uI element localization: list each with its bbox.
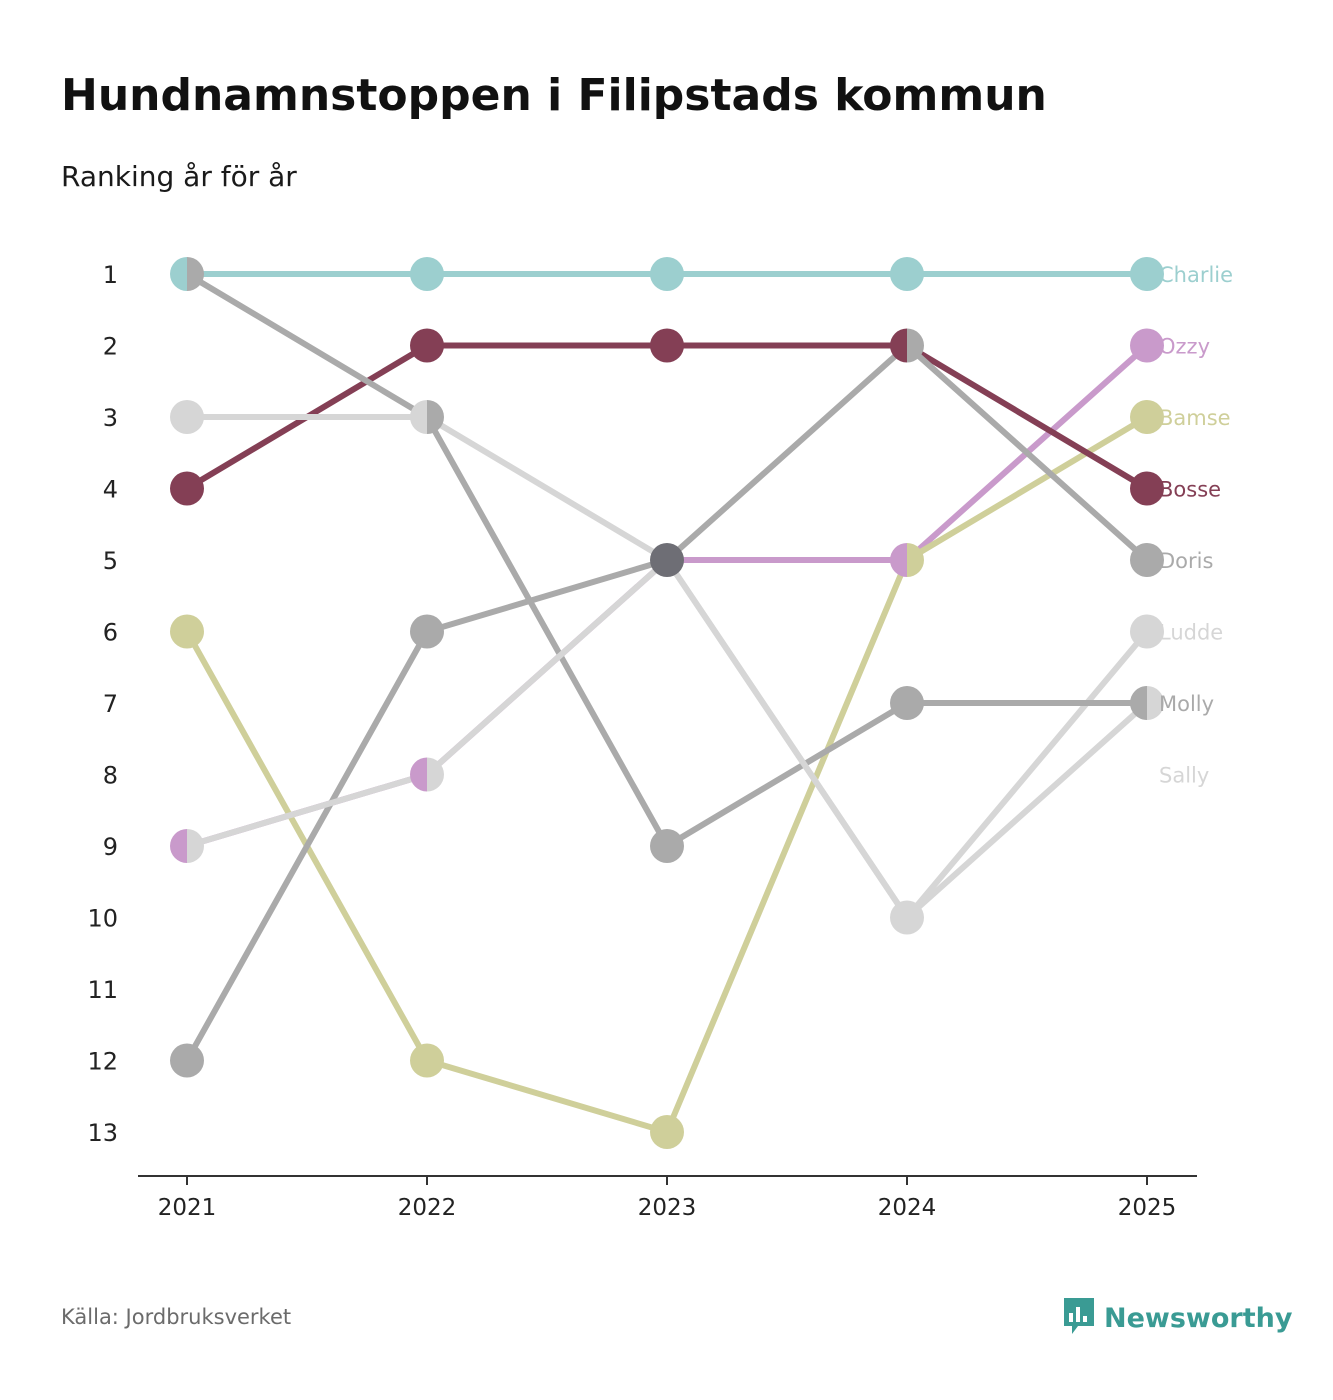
point-bamse bbox=[1130, 400, 1164, 434]
point-half-right bbox=[427, 757, 444, 792]
point-charlie bbox=[410, 257, 444, 291]
point-half-right bbox=[907, 328, 924, 363]
series-line-ozzy bbox=[184, 342, 1150, 849]
y-tick-label: 7 bbox=[103, 690, 118, 718]
x-tick-label: 2023 bbox=[638, 1195, 697, 1221]
point-bosse bbox=[1130, 471, 1164, 506]
series-points bbox=[170, 257, 1164, 1149]
series-label-bamse: Bamse bbox=[1159, 406, 1231, 430]
point-half-right bbox=[427, 400, 444, 434]
point-ozzy-bamse bbox=[890, 543, 924, 577]
x-tick-label: 2024 bbox=[878, 1195, 937, 1221]
y-tick-label: 4 bbox=[103, 476, 118, 504]
y-tick-label: 13 bbox=[87, 1119, 118, 1147]
series-lines bbox=[184, 271, 1150, 1135]
point-ozzy-doris-ludde-sally bbox=[650, 543, 684, 577]
y-tick-label: 5 bbox=[103, 547, 118, 575]
point-doris bbox=[1130, 543, 1164, 577]
x-tick-label: 2022 bbox=[398, 1195, 457, 1221]
point-molly bbox=[890, 686, 924, 720]
series-label-molly: Molly bbox=[1159, 692, 1214, 716]
point-molly bbox=[650, 829, 684, 863]
newsworthy-logo-icon bbox=[1062, 1296, 1096, 1340]
y-tick-label: 10 bbox=[87, 905, 118, 933]
x-tick-label: 2021 bbox=[158, 1195, 217, 1221]
brand-logo[interactable]: Newsworthy bbox=[1062, 1296, 1292, 1340]
point-half-left bbox=[410, 757, 427, 792]
brand-name: Newsworthy bbox=[1104, 1302, 1293, 1334]
y-tick-label: 6 bbox=[103, 619, 118, 647]
y-tick-label: 1 bbox=[103, 261, 118, 289]
point-doris bbox=[410, 614, 444, 649]
point-half-right bbox=[187, 257, 204, 291]
point-bosse bbox=[650, 328, 684, 363]
x-axis: 2021 2022 2023 2024 2025 bbox=[138, 1175, 1197, 1221]
series-label-ozzy: Ozzy bbox=[1159, 335, 1210, 359]
point-ludde bbox=[170, 400, 204, 434]
point-charlie bbox=[1130, 257, 1164, 291]
point-charlie-molly bbox=[170, 257, 204, 291]
chart-subtitle: Ranking år för år bbox=[61, 160, 297, 193]
y-tick-label: 11 bbox=[87, 976, 118, 1004]
point-doris bbox=[170, 1043, 204, 1078]
point-ozzy-sally bbox=[170, 829, 204, 863]
y-tick-label: 8 bbox=[103, 762, 118, 790]
point-ludde-sally bbox=[890, 900, 924, 935]
point-ozzy-sally bbox=[410, 757, 444, 792]
series-label-bosse: Bosse bbox=[1159, 478, 1221, 502]
series-label-ludde: Ludde bbox=[1159, 621, 1223, 645]
point-charlie bbox=[650, 257, 684, 291]
point-ludde bbox=[1130, 614, 1164, 649]
point-molly-sally bbox=[1130, 686, 1164, 720]
source-note: Källa: Jordbruksverket bbox=[61, 1305, 292, 1329]
point-half-right bbox=[187, 829, 204, 863]
point-half-right bbox=[907, 543, 924, 577]
y-tick-label: 3 bbox=[103, 404, 118, 432]
point-ozzy bbox=[1130, 328, 1164, 363]
series-line-sally bbox=[184, 557, 1150, 921]
point-charlie bbox=[890, 257, 924, 291]
series-line-bamse bbox=[184, 414, 1150, 1135]
y-tick-label: 2 bbox=[103, 333, 118, 361]
point-half-left bbox=[170, 829, 187, 863]
point-half-left bbox=[1130, 686, 1147, 720]
point-bosse-doris bbox=[890, 328, 924, 363]
point-half-left bbox=[890, 328, 907, 363]
point-bamse bbox=[650, 1115, 684, 1149]
point-bamse bbox=[410, 1043, 444, 1078]
y-tick-label: 12 bbox=[87, 1048, 118, 1076]
point-half-left bbox=[890, 900, 907, 935]
point-half-right bbox=[907, 900, 924, 935]
series-label-doris: Doris bbox=[1159, 549, 1213, 573]
point-bamse bbox=[170, 614, 204, 649]
y-tick-label: 9 bbox=[103, 833, 118, 861]
point-bosse bbox=[410, 328, 444, 363]
x-tick-label: 2025 bbox=[1118, 1195, 1177, 1221]
chart-title: Hundnamnstoppen i Filipstads kommun bbox=[61, 70, 1047, 121]
point-ludde-molly bbox=[410, 400, 444, 434]
point-half-left bbox=[890, 543, 907, 577]
series-label-charlie: Charlie bbox=[1159, 263, 1233, 287]
point-half-left bbox=[170, 257, 187, 291]
point-half-right bbox=[1147, 686, 1164, 720]
point-half-left bbox=[410, 400, 427, 434]
point-bosse bbox=[170, 471, 204, 506]
series-label-sally: Sally bbox=[1159, 764, 1209, 788]
series-labels: Charlie Ozzy Bamse Bosse Doris Ludde Molly Sall… bbox=[1159, 263, 1233, 788]
